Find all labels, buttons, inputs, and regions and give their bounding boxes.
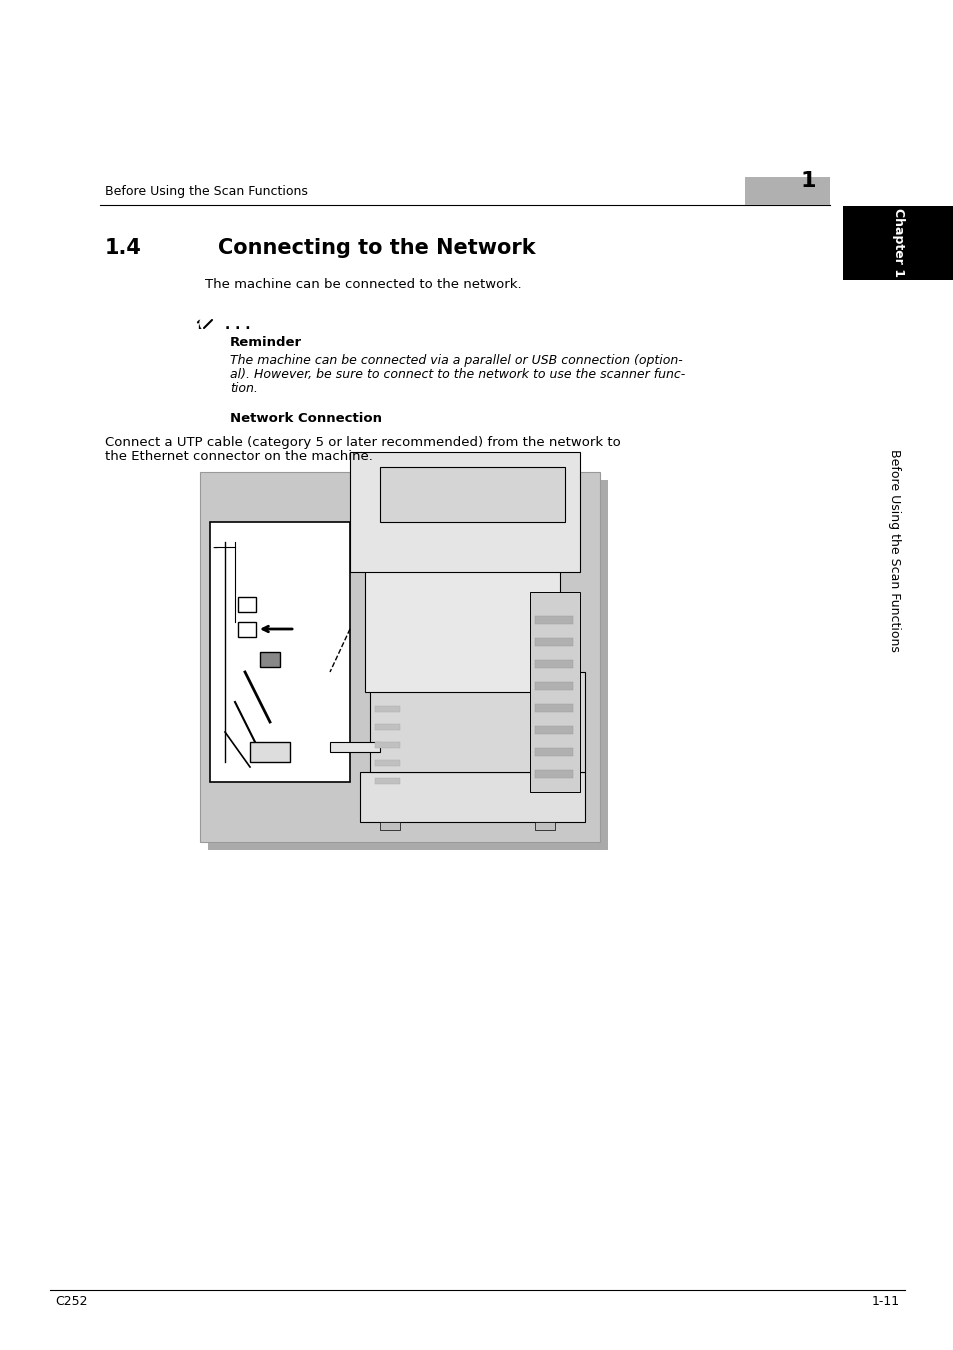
FancyBboxPatch shape bbox=[744, 177, 829, 205]
Text: Before Using the Scan Functions: Before Using the Scan Functions bbox=[105, 185, 308, 198]
FancyBboxPatch shape bbox=[370, 672, 584, 772]
FancyBboxPatch shape bbox=[535, 639, 573, 647]
FancyBboxPatch shape bbox=[200, 472, 599, 842]
Text: . . .: . . . bbox=[225, 319, 251, 332]
Text: Network Connection: Network Connection bbox=[230, 412, 381, 425]
Text: Before Using the Scan Functions: Before Using the Scan Functions bbox=[887, 448, 901, 652]
FancyBboxPatch shape bbox=[379, 822, 399, 830]
Text: tion.: tion. bbox=[230, 382, 257, 396]
Text: The machine can be connected to the network.: The machine can be connected to the netw… bbox=[205, 278, 521, 292]
Circle shape bbox=[200, 315, 215, 331]
Text: -: - bbox=[212, 541, 216, 556]
FancyBboxPatch shape bbox=[530, 593, 579, 792]
Text: 1.4: 1.4 bbox=[105, 238, 142, 258]
Text: Reminder: Reminder bbox=[230, 336, 302, 350]
FancyBboxPatch shape bbox=[535, 726, 573, 734]
FancyBboxPatch shape bbox=[375, 778, 399, 784]
FancyBboxPatch shape bbox=[842, 207, 953, 279]
Text: 1-11: 1-11 bbox=[871, 1295, 899, 1308]
Text: The machine can be connected via a parallel or USB connection (option-: The machine can be connected via a paral… bbox=[230, 354, 682, 367]
FancyBboxPatch shape bbox=[375, 760, 399, 765]
FancyBboxPatch shape bbox=[535, 748, 573, 756]
Text: ☎: ☎ bbox=[194, 319, 212, 332]
Text: the Ethernet connector on the machine.: the Ethernet connector on the machine. bbox=[105, 450, 373, 463]
Text: C252: C252 bbox=[55, 1295, 88, 1308]
FancyBboxPatch shape bbox=[375, 743, 399, 748]
FancyBboxPatch shape bbox=[237, 597, 255, 612]
FancyBboxPatch shape bbox=[237, 622, 255, 637]
FancyBboxPatch shape bbox=[535, 703, 573, 711]
Text: al). However, be sure to connect to the network to use the scanner func-: al). However, be sure to connect to the … bbox=[230, 369, 684, 381]
Text: Connect a UTP cable (category 5 or later recommended) from the network to: Connect a UTP cable (category 5 or later… bbox=[105, 436, 620, 450]
Polygon shape bbox=[330, 743, 379, 752]
Polygon shape bbox=[260, 652, 280, 667]
FancyBboxPatch shape bbox=[379, 467, 564, 522]
Text: Chapter 1: Chapter 1 bbox=[891, 208, 904, 278]
FancyBboxPatch shape bbox=[535, 769, 573, 778]
FancyBboxPatch shape bbox=[365, 562, 559, 693]
FancyBboxPatch shape bbox=[250, 743, 290, 761]
FancyBboxPatch shape bbox=[375, 724, 399, 730]
FancyBboxPatch shape bbox=[208, 481, 607, 850]
FancyBboxPatch shape bbox=[359, 772, 584, 822]
Text: 1: 1 bbox=[800, 171, 815, 190]
FancyBboxPatch shape bbox=[210, 522, 350, 782]
FancyBboxPatch shape bbox=[535, 616, 573, 624]
FancyBboxPatch shape bbox=[375, 706, 399, 711]
FancyBboxPatch shape bbox=[535, 822, 555, 830]
FancyBboxPatch shape bbox=[535, 660, 573, 668]
FancyBboxPatch shape bbox=[535, 682, 573, 690]
Text: Connecting to the Network: Connecting to the Network bbox=[218, 238, 535, 258]
FancyBboxPatch shape bbox=[350, 452, 579, 572]
